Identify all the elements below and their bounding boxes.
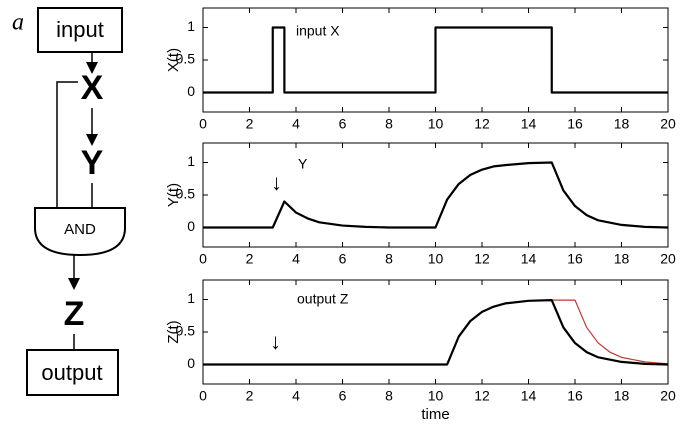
x-tick-label: 16 [567,388,583,404]
panel-label: a [12,10,24,36]
node-label: output [41,360,102,385]
line-series [203,299,669,366]
x-tick-label: 4 [292,388,300,404]
x-tick-label: 10 [428,116,444,132]
x-tick-label: 20 [660,388,676,404]
node-label: AND [64,221,96,238]
x-tick-label: 10 [428,388,444,404]
x-tick-label: 12 [474,388,490,404]
x-tick-label: 8 [385,116,393,132]
annotation: ↓ [270,329,281,354]
node-label: X [81,69,104,107]
annotation: ↓ [271,170,282,195]
y-tick-label: 0.5 [176,323,196,339]
annotation: Y [298,156,308,172]
x-tick-label: 18 [614,116,630,132]
y-tick-label: 0.5 [176,51,196,67]
x-tick-label: 8 [385,388,393,404]
y-axis-label: Y(t) [165,183,182,207]
x-tick-label: 4 [292,116,300,132]
axes-frame [202,142,669,248]
y-tick-label: 0.5 [176,186,196,202]
input-box [37,7,123,53]
output-box [26,349,119,396]
x-tick-label: 6 [339,251,347,267]
node-label: Z [64,295,85,333]
x-tick-label: 2 [246,116,254,132]
x-tick-label: 16 [567,116,583,132]
y-tick-label: 1 [187,153,195,169]
x-tick-label: 2 [246,388,254,404]
x-axis-label: time [421,406,449,423]
x-tick-label: 0 [199,388,207,404]
annotation: output Z [297,291,349,307]
x-tick-label: 20 [660,116,676,132]
and-gate [34,207,126,257]
x-tick-label: 10 [428,251,444,267]
y-axis-label: Z(t) [165,320,182,343]
y-tick-label: 1 [187,290,195,306]
x-tick-label: 18 [614,251,630,267]
x-tick-label: 2 [246,251,254,267]
x-tick-label: 12 [474,116,490,132]
y-axis-label: X(t) [165,48,182,72]
line-series [551,299,669,365]
x-tick-label: 14 [521,251,537,267]
x-tick-label: 6 [339,388,347,404]
x-tick-label: 20 [660,251,676,267]
y-tick-label: 1 [187,18,195,34]
y-tick-label: 0 [187,83,195,99]
connector [56,81,78,208]
x-tick-label: 0 [199,251,207,267]
x-tick-label: 0 [199,116,207,132]
x-tick-label: 4 [292,251,300,267]
x-tick-label: 14 [521,388,537,404]
y-tick-label: 0 [187,355,195,371]
x-tick-label: 16 [567,251,583,267]
diagram: a input X Y AND Z output [12,7,126,396]
x-tick-label: 18 [614,388,630,404]
line-series [203,161,669,229]
x-tick-label: 8 [385,251,393,267]
x-tick-label: 14 [521,116,537,132]
annotation: input X [296,23,340,39]
y-tick-label: 0 [187,218,195,234]
x-tick-label: 12 [474,251,490,267]
line-series [203,26,668,94]
x-tick-label: 6 [339,116,347,132]
node-label: input [56,17,104,42]
node-label: Y [81,144,104,182]
